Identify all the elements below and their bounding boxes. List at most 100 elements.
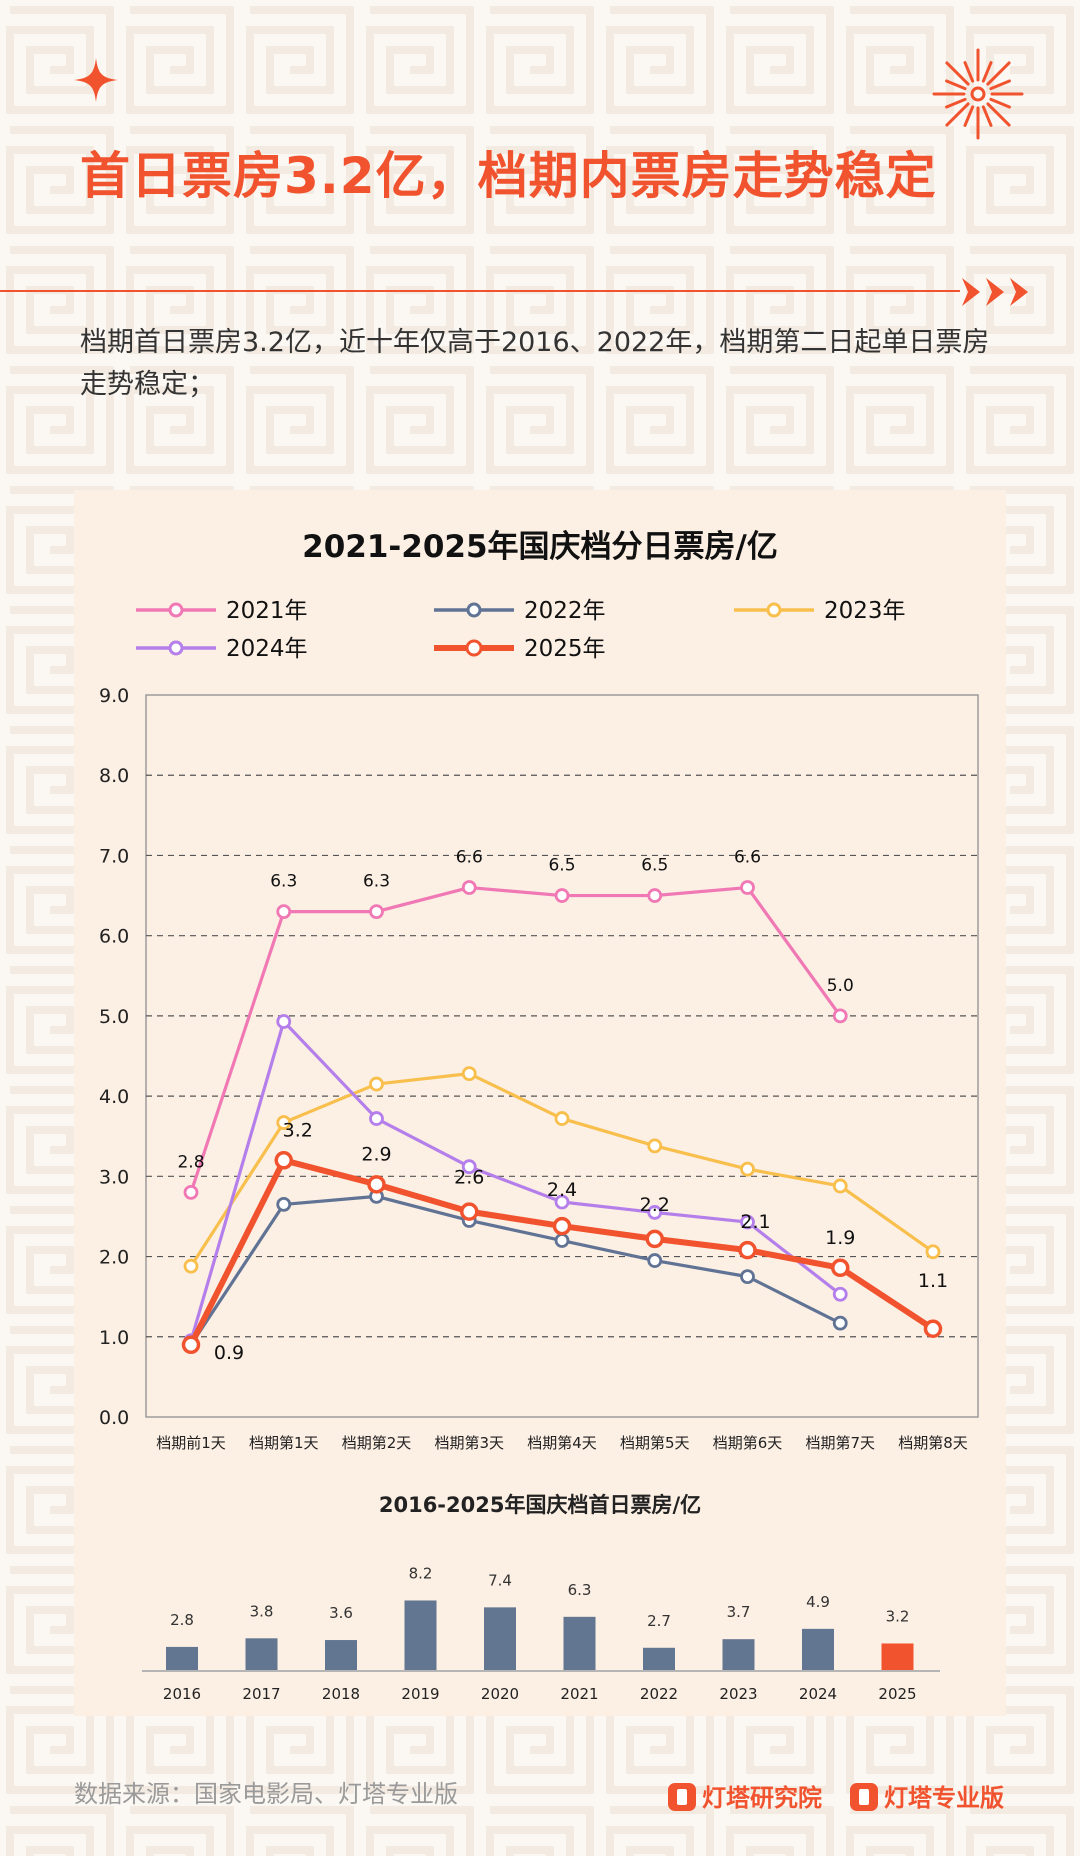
data-point xyxy=(740,1214,755,1230)
data-point xyxy=(369,1076,384,1092)
data-label: 2.4 xyxy=(547,1179,577,1201)
legend-marker xyxy=(466,602,482,618)
line-chart-title: 2021-2025年国庆档分日票房/亿 xyxy=(302,529,778,565)
bar xyxy=(802,1628,834,1671)
bar xyxy=(245,1638,278,1671)
legend-label: 2023年 xyxy=(824,598,906,624)
legend-item: 2024年 xyxy=(136,636,308,662)
data-point xyxy=(183,1184,199,1200)
data-label: 2.2 xyxy=(640,1194,670,1216)
data-point xyxy=(554,1233,570,1248)
data-point xyxy=(183,1258,199,1274)
y-tick-label: 9.0 xyxy=(99,685,129,707)
brand-pro: 灯塔专业版 xyxy=(850,1778,1004,1813)
bar-chart-title: 2016-2025年国庆档首日票房/亿 xyxy=(379,1493,701,1517)
data-point xyxy=(276,1014,292,1029)
bar-category-label: 2016 xyxy=(163,1685,201,1703)
legend-marker xyxy=(465,639,483,657)
divider-line xyxy=(0,290,960,292)
data-point xyxy=(740,1161,755,1177)
data-point xyxy=(832,1315,848,1331)
legend-item: 2025年 xyxy=(434,636,606,662)
data-point xyxy=(832,1286,848,1302)
plot-area xyxy=(145,694,979,1418)
data-point xyxy=(276,1197,292,1212)
data-source: 数据来源：国家电影局、灯塔专业版 xyxy=(74,1780,458,1808)
daily-box-office-line-chart: 2021-2025年国庆档分日票房/亿 2021年 2022年 2023年 2024年… xyxy=(99,529,979,1452)
data-point xyxy=(552,1216,572,1236)
data-label: 6.6 xyxy=(734,848,761,868)
y-tick-label: 5.0 xyxy=(99,1006,129,1028)
legend-marker xyxy=(168,640,184,656)
data-label: 0.9 xyxy=(214,1342,244,1364)
data-point xyxy=(554,888,570,903)
data-label: 6.3 xyxy=(270,872,297,892)
bar xyxy=(563,1616,596,1671)
data-point xyxy=(276,1115,292,1130)
legend-marker xyxy=(168,602,184,618)
bar-category-label: 2023 xyxy=(719,1685,757,1703)
data-point xyxy=(181,1335,201,1355)
x-tick-label: 档期第4天 xyxy=(527,1434,597,1452)
legend-item: 2021年 xyxy=(136,598,308,624)
data-label: 3.2 xyxy=(283,1119,313,1141)
bar xyxy=(643,1647,675,1671)
bar-category-label: 2019 xyxy=(401,1685,439,1703)
bar xyxy=(722,1639,755,1671)
series-line xyxy=(189,1019,842,1342)
page-title: 首日票房3.2亿，档期内票房走势稳定 xyxy=(80,147,937,205)
data-point xyxy=(554,1194,570,1210)
data-point xyxy=(831,1258,850,1278)
bar xyxy=(166,1646,198,1671)
bar-category-label: 2022 xyxy=(640,1685,678,1703)
bar-value-label: 4.9 xyxy=(806,1593,830,1611)
data-label: 2.9 xyxy=(361,1143,391,1165)
legend-label: 2022年 xyxy=(524,598,606,624)
data-label: 6.3 xyxy=(363,872,390,892)
data-label: 2.1 xyxy=(740,1211,770,1233)
x-tick-label: 档期前1天 xyxy=(156,1434,226,1452)
data-point xyxy=(832,1008,848,1024)
data-point xyxy=(925,1244,941,1260)
y-tick-label: 6.0 xyxy=(99,926,129,948)
data-label: 6.6 xyxy=(456,848,483,868)
bar-category-label: 2018 xyxy=(322,1685,360,1703)
series-line xyxy=(189,885,842,1193)
bar-value-label: 3.8 xyxy=(250,1602,274,1620)
data-label: 6.5 xyxy=(548,856,575,876)
data-label: 2.8 xyxy=(177,1152,204,1172)
bar-value-label: 8.2 xyxy=(409,1564,433,1582)
data-label: 1.1 xyxy=(918,1270,948,1292)
lighthouse-icon xyxy=(850,1783,878,1811)
legend-item: 2023年 xyxy=(734,598,906,624)
y-tick-label: 4.0 xyxy=(99,1086,129,1108)
x-tick-label: 档期第2天 xyxy=(342,1434,412,1452)
legend-label: 2021年 xyxy=(226,598,308,624)
series-line xyxy=(189,1194,841,1346)
x-tick-label: 档期第6天 xyxy=(713,1434,783,1452)
data-point xyxy=(647,888,663,903)
data-point xyxy=(647,1253,663,1268)
brand-research: 灯塔研究院 xyxy=(668,1778,822,1813)
data-point xyxy=(647,1205,663,1220)
y-tick-label: 3.0 xyxy=(99,1166,129,1188)
data-point xyxy=(832,1178,848,1194)
data-point xyxy=(276,904,292,920)
legend-item: 2022年 xyxy=(434,598,606,624)
bar-category-label: 2017 xyxy=(242,1685,280,1703)
bar-category-label: 2020 xyxy=(481,1685,519,1703)
legend-label: 2024年 xyxy=(226,636,308,662)
x-tick-label: 档期第7天 xyxy=(805,1434,875,1452)
bar xyxy=(404,1600,437,1671)
bar-value-label: 2.7 xyxy=(647,1612,671,1630)
bar-category-label: 2025 xyxy=(878,1685,916,1703)
legend-label: 2025年 xyxy=(524,636,606,662)
data-point xyxy=(647,1138,663,1154)
data-label: 2.6 xyxy=(454,1167,484,1189)
triple-arrow-icon xyxy=(962,278,1028,306)
data-point xyxy=(645,1229,664,1249)
x-tick-label: 档期第5天 xyxy=(620,1434,690,1452)
bar xyxy=(325,1640,357,1671)
data-label: 5.0 xyxy=(827,976,854,996)
data-point xyxy=(274,1151,293,1170)
